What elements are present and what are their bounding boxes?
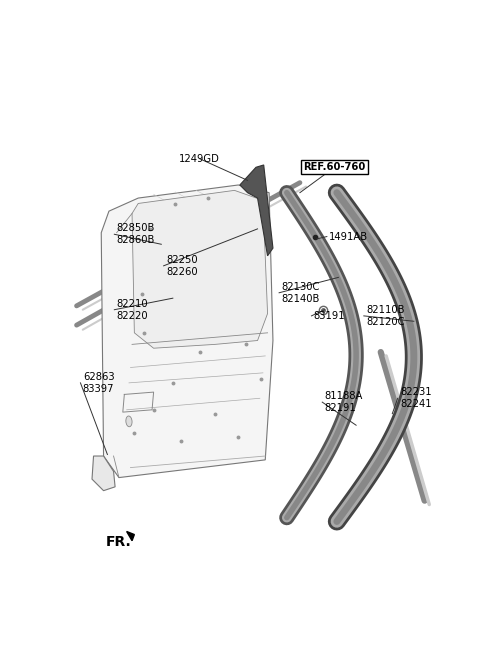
Polygon shape [240, 165, 273, 256]
Text: 81188A
82191: 81188A 82191 [324, 392, 363, 413]
Text: 82210
82220: 82210 82220 [117, 299, 148, 321]
Text: 1249GD: 1249GD [180, 154, 220, 164]
Text: 83191: 83191 [314, 311, 346, 321]
Text: REF.60-760: REF.60-760 [303, 162, 366, 173]
Text: 82250
82260: 82250 82260 [166, 255, 198, 277]
Ellipse shape [126, 416, 132, 427]
Polygon shape [132, 190, 267, 348]
Text: 82130C
82140B: 82130C 82140B [281, 282, 320, 304]
Polygon shape [101, 185, 273, 478]
Text: 82110B
82120C: 82110B 82120C [366, 305, 405, 327]
Text: 82231
82241: 82231 82241 [400, 388, 432, 409]
Text: 1491AB: 1491AB [329, 232, 368, 241]
Polygon shape [127, 531, 134, 541]
Polygon shape [92, 456, 115, 491]
Text: 62863
83397: 62863 83397 [83, 372, 114, 394]
Text: 82850B
82860B: 82850B 82860B [117, 224, 155, 245]
Text: FR.: FR. [106, 535, 132, 549]
